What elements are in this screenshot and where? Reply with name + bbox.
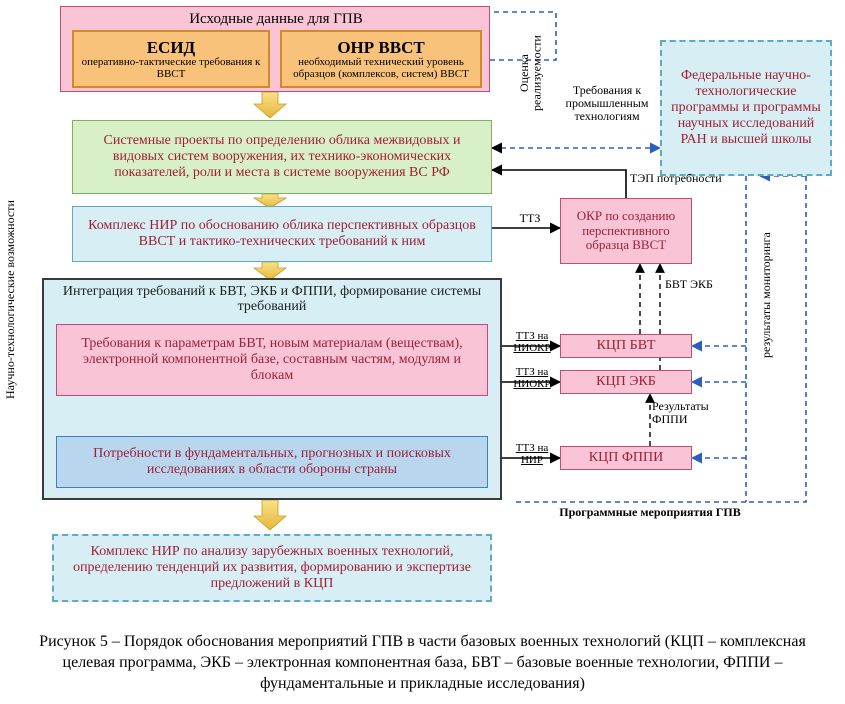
esid-card: ЕСИД оперативно-тактические требования к…	[72, 30, 270, 88]
treb-prom-label: Требования к промышленным технологиям	[552, 84, 662, 124]
ntv-label: Научно-технологические возможности	[4, 150, 17, 450]
onr-sub: необходимый технический уровень образцов…	[286, 57, 476, 80]
esid-sub: оперативно-тактические требования к ВВСТ	[80, 57, 262, 80]
integration-title: Интеграция требований к БВТ, ЭКБ и ФППИ,…	[52, 284, 492, 315]
header-title: Исходные данные для ГПВ	[61, 11, 491, 28]
monitoring-label: результаты мониторинга	[760, 210, 773, 380]
system-projects-text: Системные проекты по определению облика …	[83, 133, 481, 181]
ttz-niokr1-label: ТТЗ на НИОКР	[504, 330, 560, 354]
requirements-box: Требования к параметрам БВТ, новым матер…	[56, 324, 488, 396]
federal-box: Федеральные научно-технологические прогр…	[660, 40, 832, 176]
tep-label: ТЭП потребности	[630, 172, 730, 185]
onr-card: ОНР ВВСТ необходимый технический уровень…	[280, 30, 482, 88]
bvt-ekb-label: БВТ ЭКБ	[665, 278, 715, 291]
okr-box: ОКР по созданию перспективного образца В…	[560, 198, 692, 264]
requirements-text: Требования к параметрам БВТ, новым матер…	[67, 336, 477, 384]
needs-text: Потребности в фундаментальных, прогнозны…	[67, 446, 477, 478]
figure-caption: Рисунок 5 – Порядок обоснования мероприя…	[0, 632, 845, 694]
ttz-label: ТТЗ	[510, 212, 550, 225]
kcp-ekb-text: КЦП ЭКБ	[596, 374, 656, 390]
esid-title: ЕСИД	[147, 38, 196, 58]
ocenka-label: Оценка реализуемости	[518, 18, 543, 128]
kcp-bvt-text: КЦП БВТ	[597, 338, 656, 354]
kcp-fppi-text: КЦП ФППИ	[589, 450, 663, 466]
onr-title: ОНР ВВСТ	[337, 38, 424, 58]
kcp-fppi-box: КЦП ФППИ	[560, 446, 692, 470]
ttz-niokr2-label: ТТЗ на НИОКР	[504, 366, 560, 390]
prog-mer-label: Программные мероприятия ГПВ	[540, 506, 760, 519]
nir-complex-text: Комплекс НИР по обоснованию облика персп…	[83, 218, 481, 250]
system-projects-box: Системные проекты по определению облика …	[72, 120, 492, 194]
foreign-nir-box: Комплекс НИР по анализу зарубежных военн…	[52, 534, 492, 602]
nir-complex-box: Комплекс НИР по обоснованию облика персп…	[72, 206, 492, 262]
federal-text: Федеральные научно-технологические прогр…	[668, 68, 824, 148]
ttz-nir-label: ТТЗ на НИР	[504, 442, 560, 466]
kcp-ekb-box: КЦП ЭКБ	[560, 370, 692, 394]
okr-text: ОКР по созданию перспективного образца В…	[565, 209, 687, 254]
rez-fppi-label: Результаты ФППИ	[652, 400, 742, 426]
kcp-bvt-box: КЦП БВТ	[560, 334, 692, 358]
needs-box: Потребности в фундаментальных, прогнозны…	[56, 436, 488, 488]
foreign-nir-text: Комплекс НИР по анализу зарубежных военн…	[64, 544, 480, 592]
